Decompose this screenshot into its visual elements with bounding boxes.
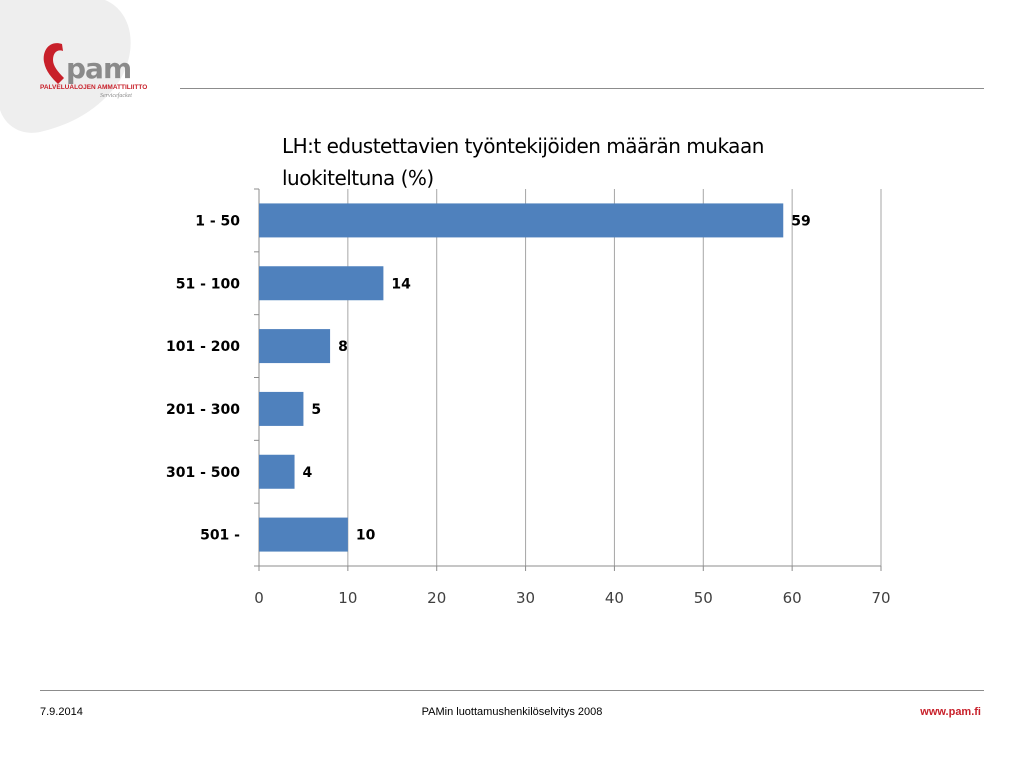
- bar: [259, 266, 384, 301]
- data-label: 8: [338, 339, 348, 355]
- footer-title: PAMin luottamushenkilöselvitys 2008: [421, 706, 603, 718]
- x-tick-label: 10: [338, 589, 357, 607]
- bar: [259, 391, 304, 426]
- x-tick-label: 40: [605, 589, 624, 607]
- category-label: 301 - 500: [166, 465, 240, 481]
- category-label: 501 -: [200, 528, 240, 544]
- logo-tagline: Servicefacket: [100, 93, 132, 99]
- data-label: 5: [311, 402, 321, 418]
- data-label: 10: [356, 528, 376, 544]
- footer-url[interactable]: www.pam.fi: [920, 706, 981, 718]
- logo-wordmark: pam: [66, 52, 132, 85]
- x-tick-label: 0: [254, 589, 264, 607]
- footer-date: 7.9.2014: [40, 706, 83, 718]
- category-label: 1 - 50: [195, 213, 240, 229]
- bar: [259, 517, 348, 552]
- logo-organization: PALVELUALOJEN AMMATTILIITTO: [40, 84, 148, 91]
- data-label: 4: [303, 465, 313, 481]
- x-tick-label: 70: [871, 589, 890, 607]
- logo-heart-icon: [0, 0, 131, 133]
- header-divider: [180, 88, 984, 89]
- bar: [259, 454, 295, 489]
- footer-divider: [40, 690, 984, 691]
- chart-title: LH:t edustettavien työntekijöiden määrän…: [282, 134, 764, 190]
- x-tick-label: 50: [694, 589, 713, 607]
- category-label: 51 - 100: [176, 276, 241, 292]
- data-label: 14: [391, 276, 411, 292]
- pam-logo: pam PALVELUALOJEN AMMATTILIITTO Servicef…: [0, 0, 180, 140]
- category-label: 201 - 300: [166, 402, 240, 418]
- x-tick-label: 20: [427, 589, 446, 607]
- x-tick-label: 30: [516, 589, 535, 607]
- bar: [259, 329, 331, 364]
- x-tick-label: 60: [783, 589, 802, 607]
- category-label: 101 - 200: [166, 339, 240, 355]
- data-label: 59: [791, 213, 810, 229]
- bar: [259, 203, 784, 238]
